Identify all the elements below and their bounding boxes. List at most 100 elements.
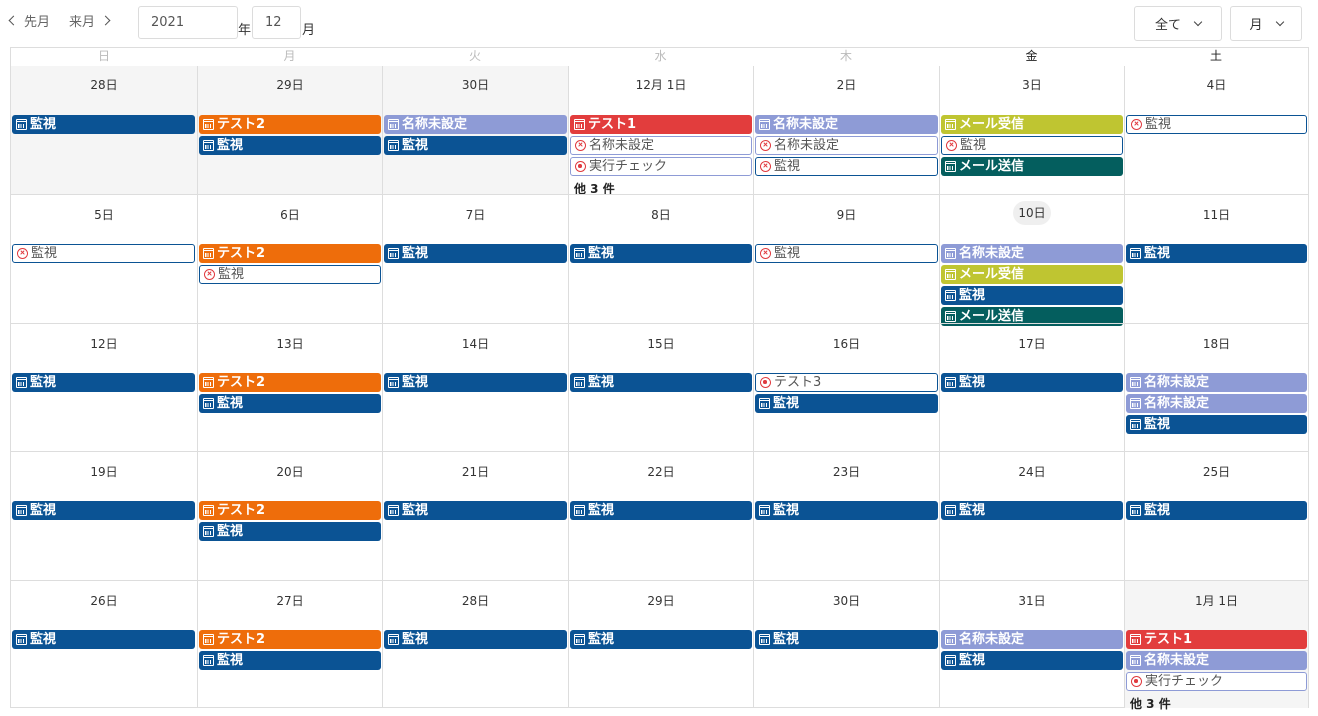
event-chip[interactable]: 監視 (12, 244, 195, 263)
day-cell[interactable]: 4日 監視 (1124, 66, 1308, 194)
day-cell[interactable]: 15日監視 (568, 324, 753, 451)
more-events-link[interactable]: 他 3 件 (574, 182, 615, 196)
day-number[interactable]: 7日 (465, 208, 486, 222)
day-number[interactable]: 13日 (276, 337, 304, 351)
day-number[interactable]: 11日 (1202, 208, 1231, 222)
day-cell[interactable]: 16日テスト3 監視 (753, 324, 939, 451)
day-cell[interactable]: 3日 メール受信 監視 メール送信 (939, 66, 1124, 194)
event-chip[interactable]: テスト2 (199, 373, 381, 392)
day-number[interactable]: 5日 (94, 208, 114, 222)
event-chip[interactable]: テスト2 (199, 115, 381, 134)
day-cell[interactable]: 31日 名称未設定 監視 (939, 581, 1124, 708)
day-number[interactable]: 16日 (832, 337, 861, 351)
day-cell[interactable]: 8日 監視 (568, 195, 753, 323)
next-month-button[interactable]: 来月 (69, 10, 111, 30)
day-number[interactable]: 22日 (647, 465, 675, 479)
event-chip[interactable]: 監視 (384, 373, 567, 392)
more-events-link[interactable]: 他 3 件 (1130, 697, 1171, 711)
day-number[interactable]: 28日 (90, 78, 118, 92)
day-cell[interactable]: 17日監視 (939, 324, 1124, 451)
day-number[interactable]: 9日 (836, 208, 857, 222)
event-chip[interactable]: 監視 (755, 501, 938, 520)
event-chip[interactable]: 名称未設定 (941, 630, 1123, 649)
day-cell[interactable]: 27日 テスト2 監視 (197, 581, 382, 708)
event-chip[interactable]: 監視 (199, 394, 381, 413)
day-cell[interactable]: 5日監視 (11, 195, 197, 323)
event-chip[interactable]: テスト2 (199, 501, 381, 520)
event-chip[interactable]: 名称未設定 (755, 136, 938, 155)
event-chip[interactable]: 監視 (1126, 415, 1307, 434)
day-cell[interactable]: 13日テスト2 監視 (197, 324, 382, 451)
event-chip[interactable]: 監視 (570, 501, 752, 520)
event-chip[interactable]: 監視 (384, 244, 567, 263)
day-number[interactable]: 30日 (461, 78, 490, 92)
day-cell[interactable]: 10日 名称未設定 メール受信 監視 メール送信 (939, 195, 1124, 326)
event-chip[interactable]: メール受信 (941, 115, 1123, 134)
day-number[interactable]: 4日 (1206, 78, 1227, 92)
day-cell[interactable]: 21日 監視 (382, 452, 568, 580)
event-chip[interactable]: 監視 (12, 501, 195, 520)
event-chip[interactable]: 監視 (1126, 244, 1307, 263)
event-chip[interactable]: テスト3 (755, 373, 938, 392)
event-chip[interactable]: テスト1 (570, 115, 752, 134)
day-cell[interactable]: 28日監視 (11, 66, 197, 194)
event-chip[interactable]: 監視 (199, 651, 381, 670)
view-dropdown[interactable]: 月 (1230, 6, 1302, 41)
day-cell[interactable]: 30日 監視 (753, 581, 939, 708)
day-cell[interactable]: 23日監視 (753, 452, 939, 580)
event-chip[interactable]: 名称未設定 (941, 244, 1123, 263)
day-cell[interactable]: 25日監視 (1124, 452, 1308, 580)
event-chip[interactable]: 名称未設定 (1126, 373, 1307, 392)
day-number[interactable]: 23日 (832, 465, 861, 479)
day-number[interactable]: 29日 (647, 594, 675, 608)
day-number[interactable]: 12月 1日 (635, 78, 687, 92)
event-chip[interactable]: 監視 (12, 115, 195, 134)
day-cell[interactable]: 29日 監視 (568, 581, 753, 708)
day-number[interactable]: 19日 (90, 465, 118, 479)
event-chip[interactable]: 監視 (941, 373, 1123, 392)
day-number[interactable]: 25日 (1202, 465, 1231, 479)
event-chip[interactable]: 名称未設定 (755, 115, 938, 134)
event-chip[interactable]: 監視 (199, 136, 381, 155)
event-chip[interactable]: 監視 (1126, 501, 1307, 520)
event-chip[interactable]: 監視 (12, 373, 195, 392)
event-chip[interactable]: 監視 (755, 394, 938, 413)
event-chip[interactable]: 監視 (199, 522, 381, 541)
event-chip[interactable]: 監視 (570, 373, 752, 392)
day-number[interactable]: 29日 (276, 78, 304, 92)
day-cell[interactable]: 14日監視 (382, 324, 568, 451)
day-number[interactable]: 15日 (647, 337, 675, 351)
filter-dropdown[interactable]: 全て (1134, 6, 1222, 41)
day-number[interactable]: 17日 (1018, 337, 1046, 351)
day-cell[interactable]: 7日監視 (382, 195, 568, 323)
day-cell[interactable]: 22日監視 (568, 452, 753, 580)
day-cell[interactable]: 2日 名称未設定 名称未設定 監視 (753, 66, 939, 194)
day-number[interactable]: 24日 (1018, 465, 1046, 479)
event-chip[interactable]: 監視 (384, 136, 567, 155)
day-number[interactable]: 21日 (461, 465, 490, 479)
day-number[interactable]: 14日 (461, 337, 490, 351)
day-number[interactable]: 1月 1日 (1194, 594, 1239, 608)
event-chip[interactable]: 監視 (755, 157, 938, 176)
day-cell[interactable]: 18日 名称未設定 名称未設定 監視 (1124, 324, 1308, 451)
event-chip[interactable]: 名称未設定 (1126, 651, 1307, 670)
event-chip[interactable]: メール送信 (941, 307, 1123, 326)
day-cell[interactable]: 6日 テスト2 監視 (197, 195, 382, 323)
event-chip[interactable]: メール受信 (941, 265, 1123, 284)
year-input[interactable]: 2021 (138, 6, 238, 39)
day-cell[interactable]: 1月 1日 テスト1 名称未設定 実行チェック他 3 件 (1124, 581, 1308, 711)
event-chip[interactable]: 監視 (755, 630, 938, 649)
event-chip[interactable]: 監視 (941, 136, 1123, 155)
day-number[interactable]: 8日 (651, 208, 671, 222)
day-cell[interactable]: 26日 監視 (11, 581, 197, 708)
event-chip[interactable]: 名称未設定 (1126, 394, 1307, 413)
day-cell[interactable]: 24日 監視 (939, 452, 1124, 580)
day-number[interactable]: 26日 (90, 594, 118, 608)
event-chip[interactable]: メール送信 (941, 157, 1123, 176)
event-chip[interactable]: 実行チェック (570, 157, 752, 176)
day-number[interactable]: 27日 (276, 594, 304, 608)
day-cell[interactable]: 11日監視 (1124, 195, 1308, 323)
day-number[interactable]: 18日 (1202, 337, 1231, 351)
event-chip[interactable]: 名称未設定 (570, 136, 752, 155)
event-chip[interactable]: 実行チェック (1126, 672, 1307, 691)
